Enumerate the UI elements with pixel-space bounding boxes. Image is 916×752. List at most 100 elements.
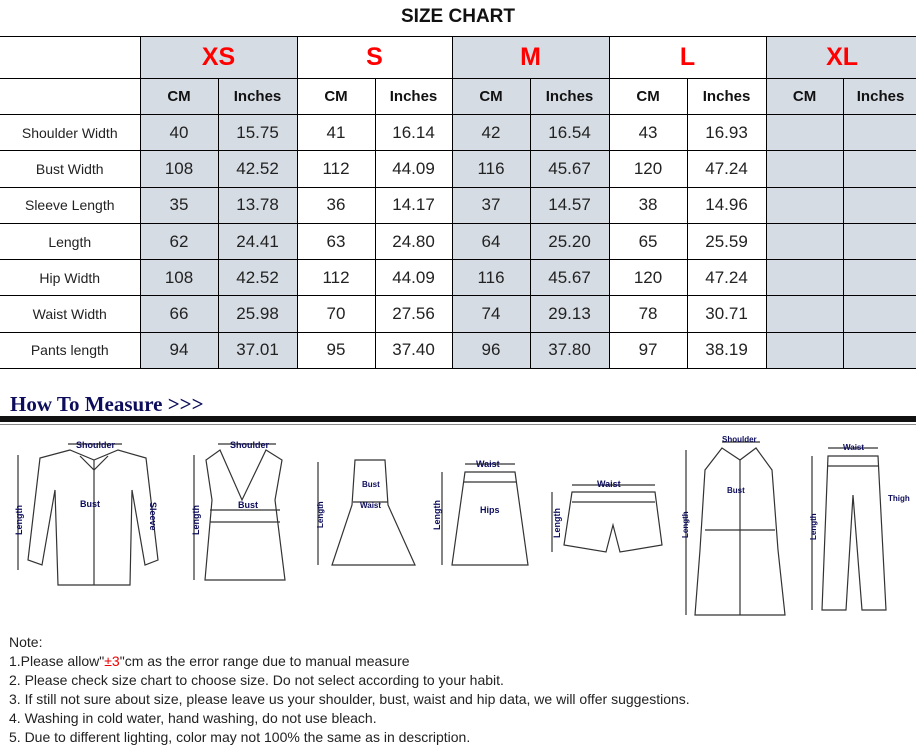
table-cell: 25.98 [217,295,298,333]
divider [0,424,916,425]
table-cell: 38.19 [686,331,767,370]
table-cell: 42.52 [217,259,298,297]
table-cell: 62 [139,222,219,261]
table-row: Pants length 94 37.01 95 37.40 96 37.80 97 38.19 [0,331,916,370]
measure-illustrations: Shoulder Bust Sleeve Length Shoulder Bus… [14,435,910,616]
table-cell [765,222,844,261]
note-5: 5. Due to different lighting, color may … [9,729,471,745]
unit-header: Inches [842,78,916,115]
table-cell: 29.13 [529,295,610,333]
coat-figure: Shoulder Bust Length [681,435,786,616]
table-cell [842,113,916,152]
size-xl: XL [765,36,916,79]
table-cell [765,113,844,152]
how-to-measure-heading: How To Measure >>> [10,392,204,416]
table-cell: 37.01 [217,331,298,370]
label-hips: Hips [480,505,500,515]
label-sleeve: Sleeve [148,502,158,531]
label-length: Length [681,511,690,538]
note-4: 4. Washing in cold water, hand washing, … [9,710,377,726]
table-cell: 13.78 [217,186,298,224]
table-cell: 16.54 [529,113,610,152]
table-cell: 120 [608,150,688,188]
vest-figure: Shoulder Bust Length [191,440,286,581]
table-cell: 14.17 [374,186,453,224]
size-m: M [451,36,610,79]
table-cell: 74 [451,295,531,333]
table-cell: 40 [139,113,219,152]
table-cell: 24.41 [217,222,298,261]
page-title: SIZE CHART [401,6,515,27]
table-cell: 120 [608,259,688,297]
label-length: Length [809,513,818,540]
label-thigh: Thigh [888,494,910,503]
table-cell: 95 [296,331,376,370]
divider [0,416,916,422]
table-row: Hip Width 108 42.52 112 44.09 116 45.67 120 47.2… [0,259,916,297]
shorts-figure: Waist Length [551,479,663,553]
table-cell: 96 [451,331,531,370]
size-table: XS S M L XL CM Inches CM Inches CM Inches CM In… [0,36,916,370]
label-bust: Bust [238,500,258,510]
table-cell: 64 [451,222,531,261]
table-cell [842,186,916,224]
notes-heading: Note: [9,634,43,650]
unit-header: Inches [217,78,298,115]
table-cell [765,259,844,297]
table-cell: 45.67 [529,150,610,188]
table-cell [842,150,916,188]
label-length: Length [316,501,325,528]
row-label: Waist Width [0,295,141,333]
note-1: 1.Please allow"±3"cm as the error range … [9,653,410,669]
table-cell: 14.96 [686,186,767,224]
table-cell: 45.67 [529,259,610,297]
pants-figure: Waist Thigh Length [809,443,910,611]
label-bust: Bust [362,480,380,489]
skirt-figure: Waist Hips Length [432,459,529,566]
table-cell: 66 [139,295,219,333]
row-label: Bust Width [0,150,141,188]
table-cell [842,222,916,261]
table-cell: 70 [296,295,376,333]
unit-header: CM [765,78,844,115]
shirt-figure: Shoulder Bust Sleeve Length [14,440,159,586]
unit-header: CM [139,78,219,115]
label-shoulder: Shoulder [76,440,115,450]
table-cell [842,331,916,370]
unit-header-row: CM Inches CM Inches CM Inches CM Inches CM Inches [0,78,916,115]
table-cell: 42 [451,113,531,152]
table-cell: 112 [296,259,376,297]
table-cell: 14.57 [529,186,610,224]
unit-header: Inches [374,78,453,115]
unit-header: CM [296,78,376,115]
label-bust: Bust [80,499,100,509]
table-cell: 94 [139,331,219,370]
table-row: Waist Width 66 25.98 70 27.56 74 29.13 78 30.71 [0,295,916,333]
label-shoulder: Shoulder [722,435,757,444]
table-cell [842,259,916,297]
size-l: L [608,36,767,79]
table-cell: 37 [451,186,531,224]
table-cell: 112 [296,150,376,188]
size-xs: XS [139,36,298,79]
table-cell: 41 [296,113,376,152]
table-cell: 25.59 [686,222,767,261]
table-cell: 43 [608,113,688,152]
table-row: Sleeve Length 35 13.78 36 14.17 37 14.57 38 14.9… [0,186,916,224]
table-cell: 44.09 [374,150,453,188]
dress-figure: Bust Waist Length [316,459,416,566]
unit-header: CM [451,78,531,115]
table-cell [765,331,844,370]
table-cell: 37.40 [374,331,453,370]
table-row: Bust Width 108 42.52 112 44.09 116 45.67 120 47.… [0,150,916,188]
table-row: Shoulder Width 40 15.75 41 16.14 42 16.54 43 16.… [0,113,916,152]
table-cell: 30.71 [686,295,767,333]
size-header-row: XS S M L XL [0,36,916,79]
table-cell: 25.20 [529,222,610,261]
table-cell: 97 [608,331,688,370]
label-waist: Waist [360,501,381,510]
table-cell: 38 [608,186,688,224]
table-cell: 47.24 [686,259,767,297]
label-length: Length [191,505,201,535]
table-cell: 47.24 [686,150,767,188]
